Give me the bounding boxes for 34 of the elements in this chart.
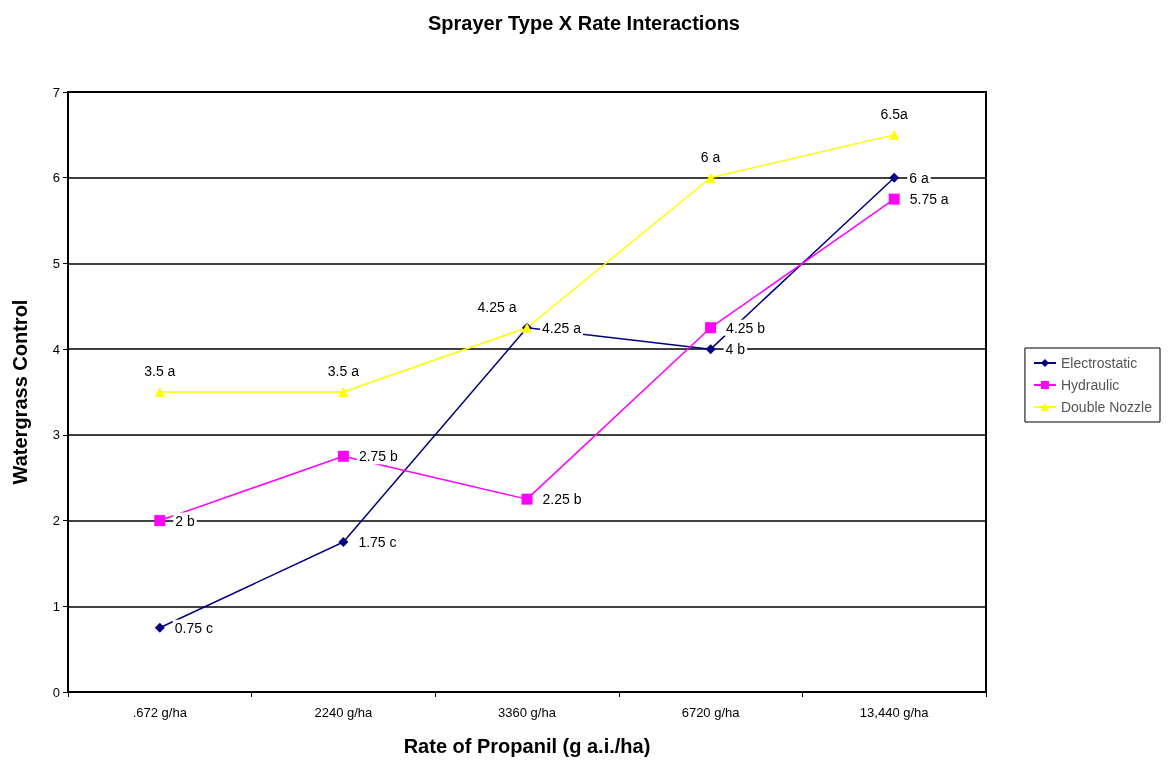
x-axis-title: Rate of Propanil (g a.i./ha)	[403, 735, 651, 757]
data-label: 5.75 a	[909, 191, 949, 208]
chart-title: Sprayer Type X Rate Interactions	[428, 12, 740, 34]
y-tick-label: 5	[52, 255, 60, 271]
data-label: 0.75 c	[174, 619, 213, 636]
y-tick-label: 3	[52, 427, 60, 443]
x-tick-label: 13,440 g/ha	[859, 705, 930, 720]
x-tick-label: 3360 g/ha	[498, 705, 557, 720]
x-tick-label: 2240 g/ha	[314, 705, 374, 720]
y-tick-label: 6	[52, 170, 60, 186]
x-tick-label: 6720 g/ha	[681, 705, 741, 720]
data-label: 2 b	[175, 512, 195, 529]
data-label: 2.25 b	[542, 491, 582, 508]
data-label: 3.5 a	[144, 363, 176, 379]
data-label: 4.25 a	[542, 319, 582, 336]
data-label: 4 b	[725, 341, 746, 358]
data-label: 3.5 a	[327, 363, 360, 379]
y-tick-label: 1	[52, 598, 60, 614]
data-label: 1.75 c	[358, 534, 397, 550]
y-axis-title: Watergrass Control	[9, 299, 31, 485]
data-label: 2.75 b	[358, 448, 399, 465]
data-label: 6.5a	[880, 105, 909, 122]
legend-label: Hydraulic	[1060, 377, 1120, 393]
y-tick-label: 0	[52, 684, 60, 700]
data-label: 4.25 a	[477, 298, 517, 315]
legend-label: Electrostatic	[1060, 355, 1138, 371]
data-label: 4.25 b	[726, 319, 766, 336]
data-label: 6 a	[700, 148, 721, 165]
y-tick-label: 7	[52, 84, 60, 100]
data-label: 6 a	[909, 169, 929, 186]
y-tick-label: 4	[52, 341, 60, 357]
legend-label: Double Nozzle	[1060, 399, 1153, 415]
y-tick-label: 2	[52, 513, 60, 529]
x-tick-label: .672 g/ha	[132, 705, 188, 720]
